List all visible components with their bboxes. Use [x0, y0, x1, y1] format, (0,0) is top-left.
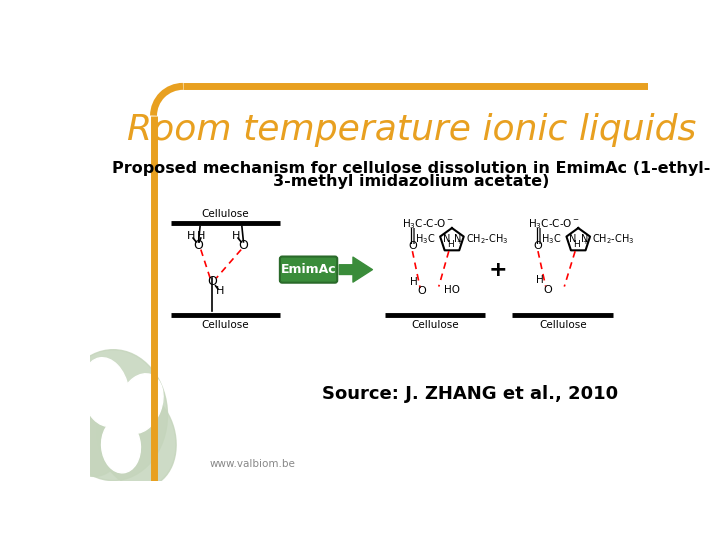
Ellipse shape: [97, 389, 176, 488]
Ellipse shape: [82, 357, 129, 427]
Text: CH$_2$-CH$_3$: CH$_2$-CH$_3$: [466, 232, 508, 246]
FancyBboxPatch shape: [280, 256, 337, 283]
Text: H: H: [216, 286, 225, 296]
Ellipse shape: [59, 350, 168, 481]
Text: O: O: [207, 275, 217, 288]
Text: Cellulose: Cellulose: [411, 320, 459, 329]
Text: 3-methyl imidazolium acetate): 3-methyl imidazolium acetate): [274, 174, 550, 190]
Text: Cellulose: Cellulose: [202, 209, 249, 219]
Ellipse shape: [102, 419, 140, 473]
Text: O: O: [408, 241, 417, 251]
Text: EmimAc: EmimAc: [281, 263, 336, 276]
Text: N: N: [443, 234, 450, 244]
Text: N: N: [454, 234, 462, 244]
Text: CH$_2$-CH$_3$: CH$_2$-CH$_3$: [593, 232, 634, 246]
Text: ‖: ‖: [534, 228, 541, 244]
Text: H: H: [536, 275, 544, 286]
Text: www.valbiom.be: www.valbiom.be: [210, 458, 296, 469]
Ellipse shape: [66, 393, 129, 476]
Text: N: N: [569, 234, 577, 244]
Text: O: O: [543, 285, 552, 295]
Text: O: O: [194, 239, 204, 252]
Text: Room temperature ionic liquids: Room temperature ionic liquids: [127, 113, 696, 147]
Text: H: H: [573, 240, 580, 249]
Text: H$_3$C: H$_3$C: [415, 232, 435, 246]
Text: H: H: [197, 231, 205, 241]
Text: H$_3$C-C-O$^-$: H$_3$C-C-O$^-$: [528, 217, 580, 231]
Text: O: O: [534, 241, 542, 251]
Ellipse shape: [117, 374, 163, 434]
Text: Source: J. ZHANG et al., 2010: Source: J. ZHANG et al., 2010: [322, 386, 618, 403]
Text: H: H: [447, 240, 454, 249]
Text: H: H: [186, 231, 195, 241]
Text: H: H: [232, 231, 240, 241]
Text: H: H: [410, 277, 418, 287]
Text: O: O: [418, 286, 426, 296]
Text: Cellulose: Cellulose: [202, 320, 249, 329]
Text: +: +: [456, 239, 462, 245]
Text: Cellulose: Cellulose: [539, 320, 587, 329]
Text: HO: HO: [444, 285, 460, 295]
Text: +: +: [582, 239, 588, 245]
Text: +: +: [489, 260, 508, 280]
FancyArrowPatch shape: [339, 257, 372, 282]
Text: H$_3$C-C-O$^-$: H$_3$C-C-O$^-$: [402, 217, 454, 231]
Text: ‖: ‖: [408, 228, 416, 244]
Text: O: O: [238, 239, 248, 252]
Text: N: N: [581, 234, 588, 244]
Text: Proposed mechanism for cellulose dissolution in EmimAc (1-ethyl-: Proposed mechanism for cellulose dissolu…: [112, 161, 711, 176]
Text: H$_3$C: H$_3$C: [541, 232, 561, 246]
